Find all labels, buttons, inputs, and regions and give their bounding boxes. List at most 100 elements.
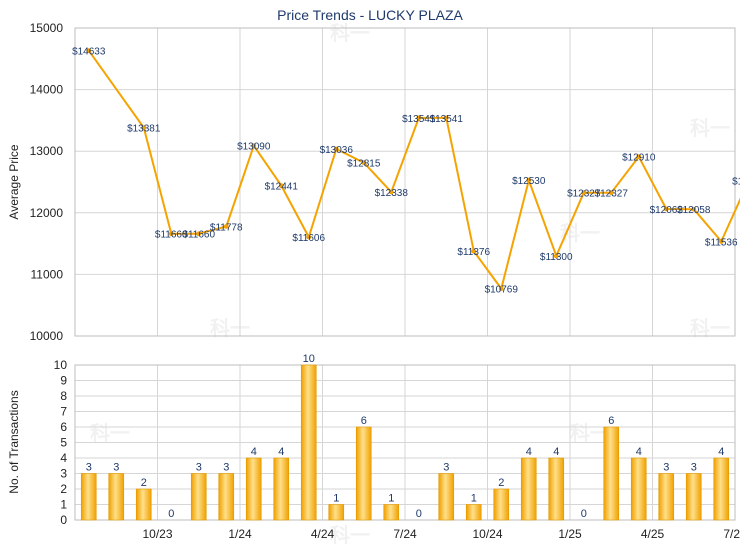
transactions-x-tick-label: 4/25 <box>641 527 665 541</box>
price-point <box>691 206 697 212</box>
price-point <box>86 48 92 54</box>
price-y-tick-label: 14000 <box>30 83 64 97</box>
price-point <box>581 190 587 196</box>
transactions-x-tick-label: 10/24 <box>472 527 502 541</box>
price-point <box>361 160 367 165</box>
price-y-ticks: 10000 11000 12000 13000 14000 15000 <box>30 21 64 343</box>
price-data-label: $12327 <box>567 189 601 200</box>
price-point <box>663 206 669 212</box>
transactions-bar-label: 3 <box>113 462 119 474</box>
price-data-label: $13541 <box>402 114 436 125</box>
transactions-bar-label: 0 <box>581 508 587 520</box>
transactions-x-tick-label: 7/25 <box>723 527 740 541</box>
transactions-bar <box>383 504 400 521</box>
transactions-bar <box>548 457 565 521</box>
price-point <box>498 286 504 292</box>
price-data-label: $12815 <box>347 159 381 170</box>
price-y-axis-title: Average Price <box>7 144 21 219</box>
transactions-x-tick-label: 10/23 <box>142 527 172 541</box>
price-y-tick-label: 12000 <box>30 206 64 220</box>
transactions-bar-label: 3 <box>663 462 669 474</box>
price-data-label: $13036 <box>320 145 354 156</box>
transactions-x-tick-label: 1/25 <box>558 527 582 541</box>
transactions-y-tick-label: 10 <box>54 358 68 372</box>
price-line <box>87 50 740 290</box>
transactions-bar <box>520 457 537 521</box>
price-data-label: $11660 <box>155 230 188 241</box>
transactions-bar <box>80 473 97 521</box>
transactions-bar <box>493 488 510 521</box>
price-data-label: $13541 <box>430 114 464 125</box>
price-point <box>333 146 339 152</box>
transactions-bar-label: 4 <box>718 446 724 458</box>
transactions-x-tick-label: 7/24 <box>393 527 417 541</box>
transactions-bar-label: 4 <box>553 446 559 458</box>
watermark-text: 科一 <box>690 116 730 140</box>
price-data-label: $12530 <box>512 176 546 187</box>
price-point <box>278 183 284 189</box>
price-data-label: $11778 <box>210 222 243 233</box>
price-data-label: $11300 <box>540 252 573 263</box>
transactions-bar <box>300 364 317 521</box>
price-y-tick-label: 11000 <box>31 267 64 281</box>
price-point <box>471 248 477 254</box>
price-point <box>636 154 642 160</box>
price-data-label: $12327 <box>595 189 629 200</box>
transactions-y-tick-label: 1 <box>60 498 67 512</box>
transactions-bar <box>603 426 620 521</box>
watermark-text: 科一 <box>330 21 370 45</box>
transactions-y-axis-title: No. of Transactions <box>7 390 21 493</box>
transactions-bar-label: 4 <box>526 446 532 458</box>
price-point <box>718 238 724 244</box>
price-point <box>608 190 614 196</box>
price-point <box>388 189 394 195</box>
transactions-bar <box>328 504 345 521</box>
price-point <box>168 231 174 237</box>
watermark-text: 科一 <box>570 421 610 445</box>
transactions-y-tick-label: 2 <box>60 482 67 496</box>
transactions-bar-label: 10 <box>303 353 315 365</box>
transactions-bar <box>190 473 207 521</box>
price-data-label: $11536 <box>705 237 738 248</box>
transactions-bar-label: 3 <box>443 462 449 474</box>
transactions-x-tick-label: 1/24 <box>228 527 252 541</box>
transactions-bar <box>273 457 290 521</box>
transactions-bar-label: 1 <box>388 493 394 505</box>
transactions-bar-label: 6 <box>361 415 367 427</box>
watermark-text: 科一 <box>90 421 130 445</box>
transactions-bar <box>713 457 730 521</box>
price-data-label: $13090 <box>237 142 271 153</box>
price-y-tick-label: 15000 <box>30 21 64 35</box>
transactions-y-tick-label: 6 <box>60 420 67 434</box>
price-y-tick-label: 10000 <box>30 329 64 343</box>
price-grid <box>75 27 736 337</box>
transactions-y-tick-label: 8 <box>60 389 67 403</box>
price-point <box>553 253 559 259</box>
transactions-bar-label: 4 <box>636 446 642 458</box>
price-point <box>306 234 312 240</box>
transactions-bar <box>108 473 125 521</box>
transactions-bar <box>135 488 152 521</box>
price-data-labels: $14633$13381$11660$11660$11778$13090$124… <box>72 47 740 296</box>
transactions-bar-label: 3 <box>223 462 229 474</box>
price-data-label: $12062 <box>650 205 684 216</box>
transactions-bar <box>465 504 482 521</box>
price-data-label: $12910 <box>622 153 656 164</box>
price-point <box>141 125 147 131</box>
transactions-bar <box>685 473 702 521</box>
price-point <box>416 115 422 121</box>
transactions-bar <box>438 473 455 521</box>
transactions-y-tick-label: 3 <box>60 467 67 481</box>
price-data-label: $11606 <box>292 233 325 244</box>
transactions-bar-label: 0 <box>168 508 174 520</box>
transactions-bar-label: 6 <box>608 415 614 427</box>
transactions-x-ticks: 10/23 1/24 4/24 7/24 10/24 1/25 4/25 7/25 <box>142 527 740 541</box>
transactions-y-tick-label: 9 <box>60 374 67 388</box>
transactions-bars <box>80 364 730 521</box>
price-line-series <box>87 50 740 290</box>
transactions-bar-label: 1 <box>333 493 339 505</box>
transactions-bar <box>630 457 647 521</box>
transactions-y-ticks: 01 23 45 67 89 10 <box>54 358 68 527</box>
price-point <box>251 143 257 149</box>
